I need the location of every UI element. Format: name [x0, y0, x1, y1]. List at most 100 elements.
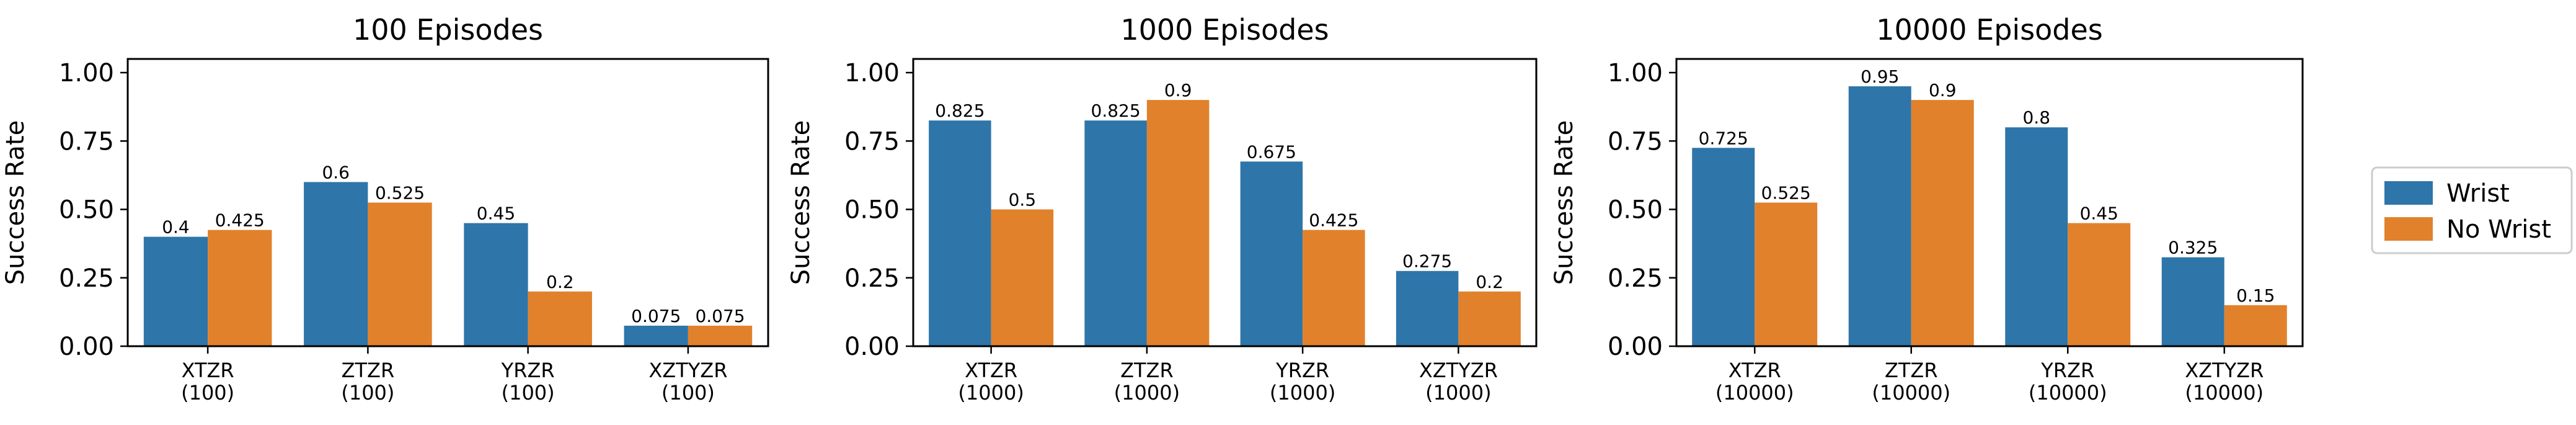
x-tick-sublabel: (10000): [1872, 381, 1950, 405]
bar-wrist: [929, 120, 991, 346]
y-axis-label: Success Rate: [1, 120, 30, 285]
data-label: 0.5: [1009, 190, 1037, 210]
x-tick-sublabel: (100): [341, 381, 394, 405]
legend: Wrist No Wrist: [2371, 166, 2573, 254]
chart-title: 100 Episodes: [353, 13, 543, 47]
axes-frame: [1675, 58, 2304, 347]
y-tick-label: 0.75: [59, 127, 114, 156]
chart-panel-1: 100 Episodes 0.00 0.25 0.50 0.75 1.00 Success …: [1, 13, 769, 405]
x-tick-label: XZTYZR: [648, 359, 727, 382]
bar-wrist: [2161, 257, 2224, 346]
data-label: 0.725: [1699, 128, 1748, 148]
data-label: 0.825: [935, 101, 985, 121]
legend-swatch-no-wrist: [2384, 217, 2433, 241]
bar-wrist: [1084, 120, 1147, 346]
data-label: 0.525: [1761, 183, 1811, 204]
x-tick-sublabel: (1000): [1425, 381, 1491, 405]
bar-no-wrist: [2224, 305, 2287, 346]
bar-no-wrist: [1458, 291, 1521, 346]
data-label: 0.9: [1929, 80, 1957, 101]
data-label: 0.325: [2168, 238, 2218, 258]
x-tick-sublabel: (100): [502, 381, 555, 405]
data-label: 0.075: [695, 306, 745, 326]
bar-wrist: [464, 223, 528, 346]
x-tick-sublabel: (1000): [1114, 381, 1180, 405]
x-tick-sublabel: (100): [662, 381, 715, 405]
data-label: 0.675: [1247, 141, 1296, 162]
y-tick-label: 0.00: [1608, 333, 1663, 361]
y-axis-label: Success Rate: [1550, 120, 1578, 285]
x-tick-label: YRZR: [1275, 359, 1329, 382]
y-tick-label: 0.50: [1608, 196, 1663, 225]
bar-no-wrist: [528, 291, 592, 346]
x-tick-label: XTZR: [1728, 359, 1781, 382]
data-label: 0.2: [1476, 272, 1503, 292]
data-label: 0.275: [1402, 251, 1452, 272]
y-tick-label: 0.50: [59, 196, 114, 225]
chart-panel-2: 1000 Episodes 0.00 0.25 0.50 0.75 1.00 Success…: [787, 13, 1538, 405]
y-tick-label: 1.00: [59, 59, 114, 87]
y-tick-label: 0.25: [844, 264, 900, 293]
bar-no-wrist: [991, 209, 1054, 346]
bar-wrist: [2005, 127, 2068, 346]
bar-no-wrist: [688, 325, 753, 346]
data-label: 0.45: [477, 204, 515, 224]
bar-wrist: [143, 236, 208, 346]
x-tick-sublabel: (100): [181, 381, 234, 405]
data-label: 0.95: [1861, 66, 1899, 87]
axes-frame: [912, 58, 1538, 347]
bar-no-wrist: [2068, 223, 2131, 346]
data-label: 0.425: [215, 210, 265, 231]
bar-wrist: [624, 325, 688, 346]
bar-no-wrist: [368, 202, 432, 346]
bar-no-wrist: [1146, 100, 1210, 346]
y-tick-label: 0.75: [844, 127, 900, 156]
y-tick-label: 0.50: [844, 196, 900, 225]
data-label: 0.15: [2236, 285, 2275, 306]
data-label: 0.075: [631, 306, 681, 326]
legend-label: Wrist: [2446, 179, 2510, 208]
x-tick-label: ZTZR: [1885, 359, 1938, 382]
bar-wrist: [1396, 271, 1459, 346]
data-label: 0.9: [1164, 80, 1192, 101]
y-tick-label: 0.00: [59, 333, 114, 361]
x-tick-label: XTZR: [965, 359, 1017, 382]
x-tick-label: XZTYZR: [1419, 359, 1498, 382]
data-label: 0.825: [1091, 101, 1141, 121]
x-tick-sublabel: (1000): [958, 381, 1024, 405]
x-tick-sublabel: (10000): [2029, 381, 2107, 405]
y-tick-label: 0.25: [59, 264, 114, 293]
bar-wrist: [1240, 161, 1303, 346]
x-tick-label: ZTZR: [342, 359, 395, 382]
data-label: 0.4: [162, 217, 190, 238]
y-tick-label: 1.00: [1608, 59, 1663, 87]
bar-no-wrist: [1303, 230, 1365, 346]
chart-panel-3: 10000 Episodes 0.00 0.25 0.50 0.75 1.00 Succes…: [1550, 13, 2304, 405]
legend-swatch-wrist: [2384, 181, 2433, 205]
chart-title: 1000 Episodes: [1120, 13, 1329, 47]
x-tick-label: ZTZR: [1120, 359, 1174, 382]
data-label: 0.8: [2022, 107, 2050, 128]
data-label: 0.425: [1309, 210, 1358, 231]
data-label: 0.2: [546, 272, 574, 292]
x-tick-sublabel: (10000): [1715, 381, 1794, 405]
x-tick-label: YRZR: [2040, 359, 2094, 382]
bar-wrist: [1848, 86, 1911, 346]
x-tick-sublabel: (10000): [2185, 381, 2264, 405]
legend-label: No Wrist: [2446, 215, 2551, 244]
x-tick-label: XTZR: [182, 359, 234, 382]
bar-wrist: [304, 182, 368, 346]
bar-no-wrist: [1911, 100, 1974, 346]
bar-no-wrist: [208, 230, 272, 346]
y-tick-label: 0.00: [844, 333, 900, 361]
axes-frame: [126, 58, 769, 347]
y-tick-label: 0.25: [1608, 264, 1663, 293]
data-label: 0.45: [2080, 204, 2118, 224]
y-tick-label: 0.75: [1608, 127, 1663, 156]
data-label: 0.6: [322, 162, 350, 182]
x-tick-label: YRZR: [501, 359, 555, 382]
bar-wrist: [1692, 148, 1755, 347]
x-tick-sublabel: (1000): [1270, 381, 1335, 405]
y-axis-label: Success Rate: [787, 120, 815, 285]
